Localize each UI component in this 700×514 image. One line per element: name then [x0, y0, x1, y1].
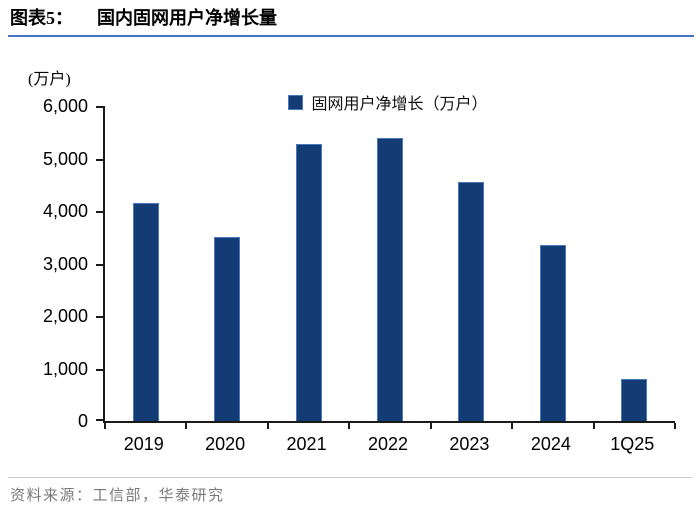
bar-2022 [377, 138, 403, 421]
bar-1Q25 [621, 379, 648, 421]
x-axis-tick [592, 423, 595, 429]
x-axis-tick [511, 423, 514, 429]
y-axis-tick-label: 4,000 [42, 201, 88, 221]
source-note: 资料来源：工信部，华泰研究 [10, 488, 225, 504]
x-axis-label-1Q25: 1Q25 [610, 434, 655, 454]
x-axis-tick [348, 423, 351, 429]
bar-2021 [295, 144, 322, 421]
x-axis-tick [185, 423, 188, 429]
x-axis-tick [266, 423, 269, 429]
x-axis-labels: 2019 2020 2021 2022 2023 2024 1Q25 [103, 434, 673, 458]
y-axis-tick-label: 2,000 [42, 306, 88, 326]
bar-2020 [214, 237, 241, 421]
y-axis-tick [96, 368, 103, 371]
x-axis-label-2024: 2024 [530, 434, 571, 454]
x-axis-tick [429, 423, 432, 429]
title-underline [8, 35, 694, 37]
plot-area [96, 106, 676, 429]
figure-title-row: 图表5： 国内固网用户净增长量 [10, 6, 277, 30]
y-axis-tick [96, 419, 103, 421]
x-axis-label-2019: 2019 [123, 434, 164, 454]
x-axis-tick [674, 423, 676, 429]
x-axis-label-2022: 2022 [367, 434, 409, 454]
y-axis-tick-label: 1,000 [42, 358, 88, 379]
bar-2024 [539, 245, 566, 421]
y-axis-unit-label: (万户) [28, 71, 71, 88]
y-axis-tick-label: 6,000 [42, 96, 88, 116]
legend-swatch-icon [288, 94, 304, 110]
y-axis-labels: 0 1,000 2,000 3,000 4,000 5,000 6,000 [0, 96, 88, 431]
chart-legend: 固网用户净增长（万户） [103, 90, 673, 114]
y-axis-tick-label: 3,000 [42, 253, 88, 274]
y-axis-tick-label: 0 [77, 411, 88, 431]
figure-label: 图表5： [10, 8, 73, 28]
y-axis-tick [96, 211, 103, 213]
footer-divider [8, 477, 692, 478]
x-axis-label-2023: 2023 [449, 434, 490, 454]
legend-label: 固网用户净增长（万户） [311, 96, 488, 113]
y-axis-tick [96, 106, 103, 108]
x-axis-label-2021: 2021 [286, 434, 327, 454]
y-axis-tick-label: 5,000 [42, 148, 88, 169]
bar-2023 [458, 181, 485, 421]
y-axis-tick [96, 263, 103, 266]
x-axis-tick [104, 423, 106, 429]
figure-title: 国内固网用户净增长量 [97, 8, 277, 28]
y-axis-tick [96, 316, 103, 318]
y-axis-tick [96, 158, 103, 161]
x-axis-label-2020: 2020 [205, 434, 246, 454]
bar-2019 [132, 203, 159, 421]
